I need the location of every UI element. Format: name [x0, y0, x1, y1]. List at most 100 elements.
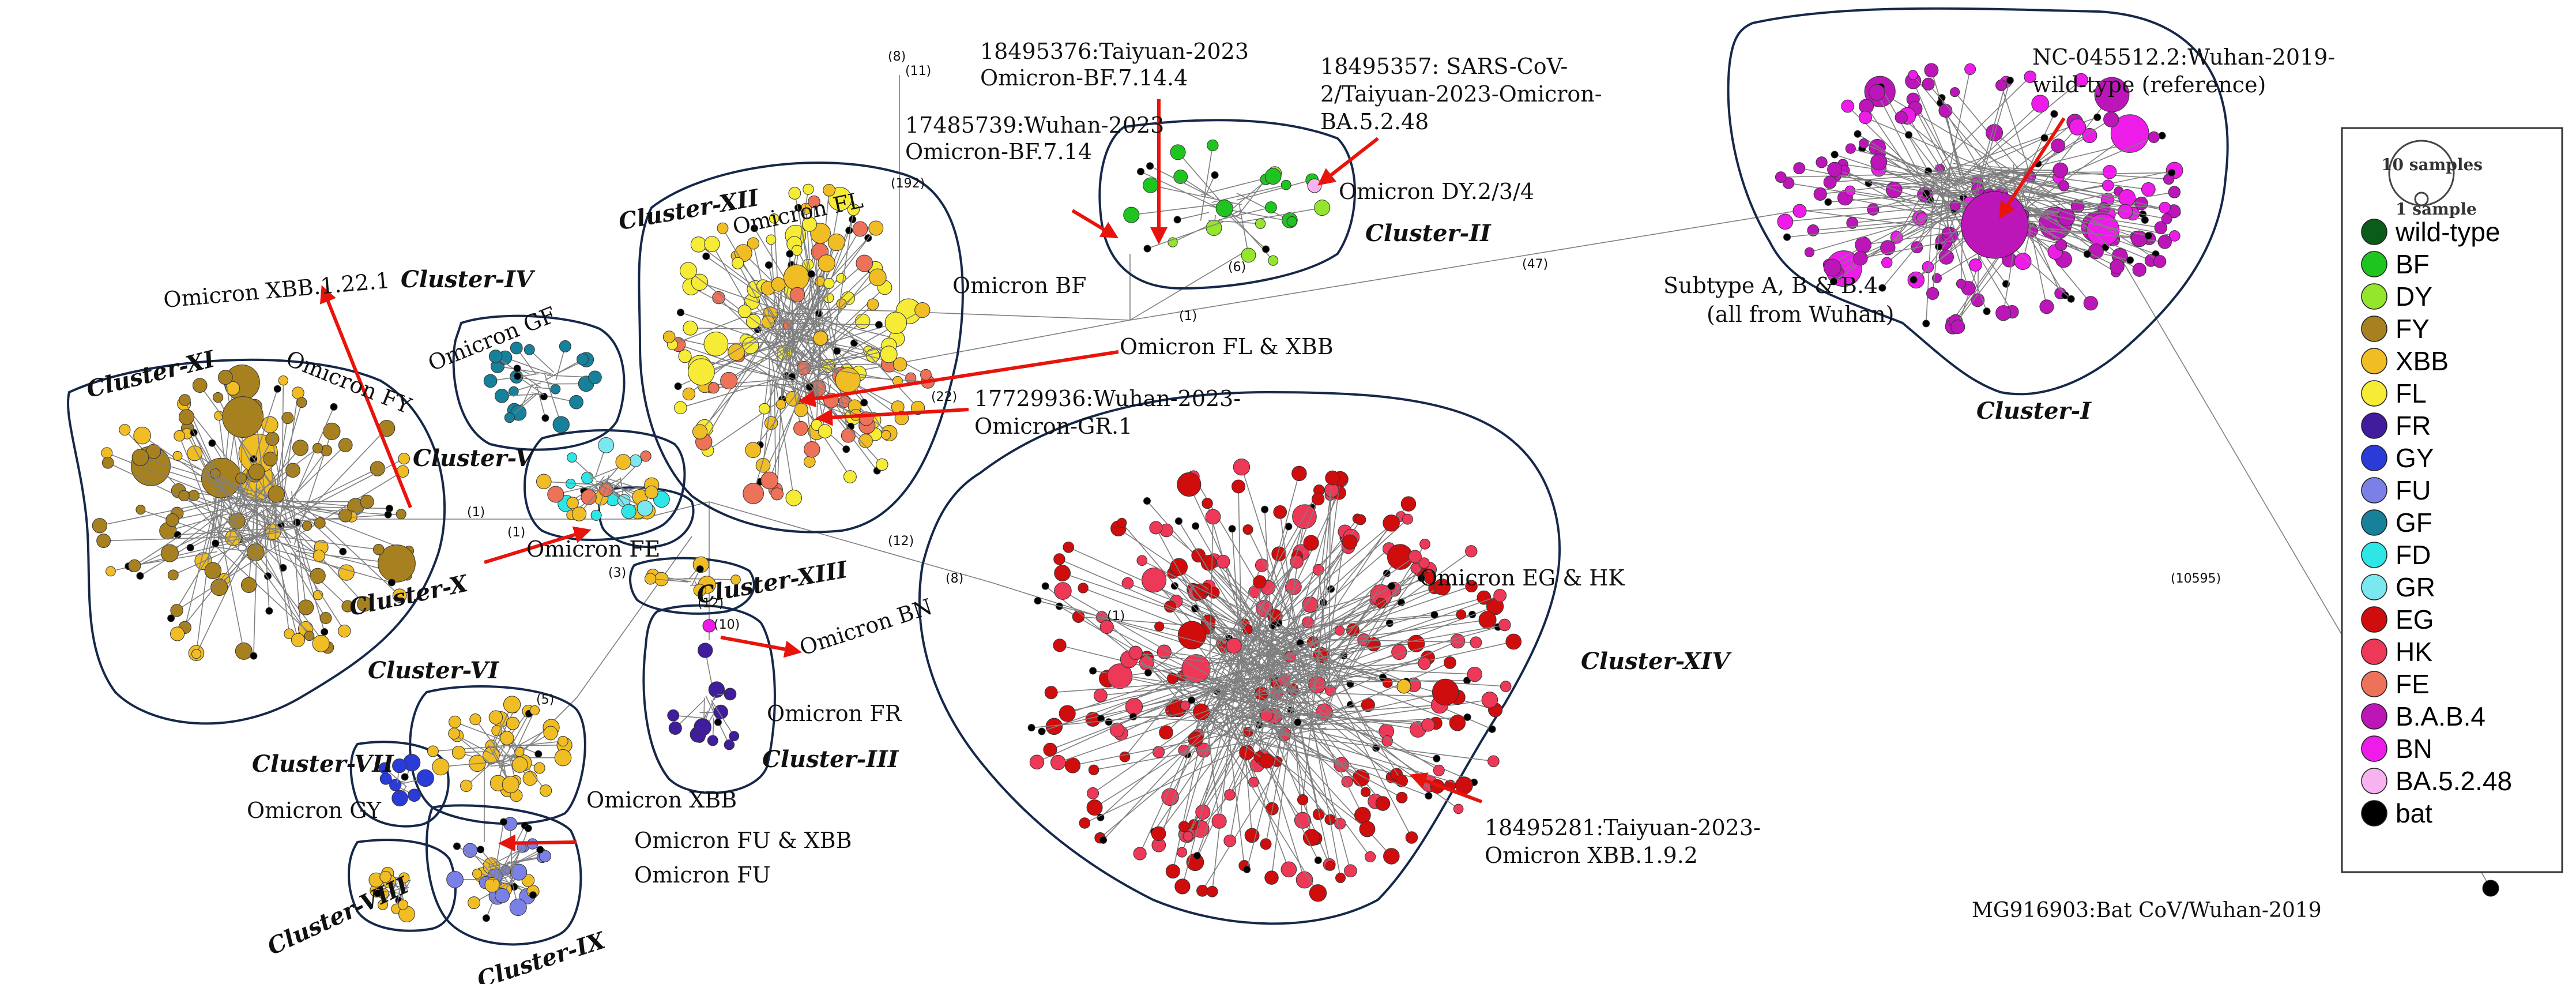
- haplotype-node: [577, 353, 589, 366]
- network-edge: [1238, 205, 1249, 256]
- taiyuan-bf-line1: 18495376:Taiyuan-2023: [980, 39, 1249, 64]
- haplotype-node: [427, 745, 439, 757]
- haplotype-node: [1211, 171, 1219, 179]
- haplotype-node: [285, 463, 300, 478]
- haplotype-node: [775, 399, 786, 410]
- haplotype-node: [1853, 251, 1868, 266]
- haplotype-node: [1418, 656, 1431, 670]
- haplotype-node: [1309, 884, 1327, 902]
- haplotype-node: [2144, 232, 2152, 240]
- haplotype-node: [1449, 715, 1466, 731]
- haplotype-node: [2055, 239, 2067, 251]
- haplotype-node: [794, 403, 808, 417]
- haplotype-node: [1196, 884, 1208, 897]
- haplotype-node: [1297, 794, 1309, 806]
- haplotype-node: [536, 846, 544, 854]
- haplotype-node: [674, 382, 682, 390]
- network-edge: [1217, 595, 1500, 696]
- haplotype-node: [192, 378, 208, 393]
- haplotype-node: [500, 818, 508, 826]
- haplotype-node: [708, 382, 720, 394]
- haplotype-node: [510, 863, 528, 881]
- xbb192-label-line2: Omicron XBB.1.9.2: [1485, 843, 1698, 868]
- network-edge: [233, 487, 321, 524]
- haplotype-node: [284, 628, 295, 640]
- haplotype-node: [1493, 589, 1507, 602]
- legend-swatch-gr: [2361, 574, 2387, 600]
- haplotype-node: [2051, 138, 2065, 153]
- haplotype-node: [1498, 618, 1511, 632]
- arrow-wuhan-bf: [1071, 209, 1119, 239]
- haplotype-node: [1290, 555, 1304, 569]
- haplotype-node: [503, 696, 521, 713]
- haplotype-node: [1878, 284, 1886, 292]
- network-edge: [711, 700, 735, 737]
- haplotype-node: [392, 588, 407, 603]
- network-edge: [281, 380, 284, 486]
- haplotype-node: [2131, 230, 2148, 247]
- haplotype-node: [703, 331, 729, 356]
- haplotype-node: [2069, 118, 2087, 136]
- hull-cluster-xi: [67, 358, 446, 725]
- haplotype-node: [823, 183, 835, 197]
- haplotype-node: [2168, 230, 2180, 242]
- haplotype-node: [314, 517, 326, 529]
- haplotype-node: [1107, 663, 1133, 689]
- network-edge: [273, 549, 392, 583]
- haplotype-node: [1223, 834, 1237, 847]
- network-edge: [775, 364, 851, 477]
- bat-label: MG916903:Bat CoV/Wuhan-2019: [1972, 899, 2322, 922]
- arrow-xbb192: [1409, 772, 1483, 803]
- network-edge: [1960, 194, 1964, 284]
- haplotype-node: [1792, 204, 1807, 218]
- haplotype-node: [278, 375, 289, 386]
- haplotype-node: [1173, 216, 1181, 224]
- network-edge: [172, 532, 268, 576]
- network-edge: [722, 228, 801, 360]
- haplotype-node: [1143, 245, 1151, 253]
- haplotype-node: [374, 889, 382, 897]
- legend-swatch-dy: [2361, 283, 2387, 310]
- network-edge: [212, 506, 260, 571]
- haplotype-node: [1938, 249, 1954, 265]
- annotation-arrows: [319, 99, 2066, 852]
- haplotype-node: [1488, 725, 1496, 733]
- network-edge: [1124, 629, 1229, 757]
- omicron-fu-xbb-label: Omicron FU & XBB: [634, 828, 852, 853]
- network-edge: [1321, 663, 1425, 668]
- network-edge: [1182, 640, 1246, 887]
- haplotype-node: [1044, 686, 1058, 700]
- network-edge: [498, 849, 541, 873]
- haplotype-node: [852, 221, 868, 237]
- haplotype-node: [1268, 255, 1279, 266]
- legend-label-wild-type: wild-type: [2395, 217, 2500, 247]
- network-edge: [1974, 122, 2076, 201]
- hull-cluster-i: [1727, 7, 2229, 396]
- network-edge: [1172, 678, 1310, 725]
- haplotype-node: [1924, 63, 1939, 78]
- network-edge: [1233, 577, 1430, 636]
- legend: 10 samples 1 sample wild-typeBFDYFYXBBFL…: [2341, 127, 2563, 873]
- cluster-label-xiii: Cluster-XIII: [695, 556, 850, 609]
- haplotype-node: [1177, 472, 1202, 497]
- network-edge: [168, 513, 229, 532]
- haplotype-node: [398, 452, 410, 465]
- haplotype-node: [1868, 84, 1885, 101]
- haplotype-node: [321, 628, 329, 636]
- haplotype-node: [1281, 179, 1291, 190]
- haplotype-node: [789, 287, 805, 303]
- haplotype-node: [453, 842, 461, 850]
- haplotype-node: [1109, 722, 1125, 738]
- network-edge: [1201, 643, 1231, 712]
- haplotype-node: [2168, 186, 2181, 198]
- haplotype-node: [304, 630, 315, 641]
- haplotype-node: [468, 896, 481, 910]
- haplotype-node: [823, 278, 835, 289]
- network-edge: [1247, 529, 1312, 658]
- haplotype-node: [717, 222, 729, 234]
- haplotype-node: [1375, 598, 1387, 609]
- haplotype-node: [543, 726, 558, 741]
- legend-label-fr: FR: [2396, 411, 2431, 441]
- network-edge: [774, 330, 901, 365]
- haplotype-node: [264, 572, 272, 580]
